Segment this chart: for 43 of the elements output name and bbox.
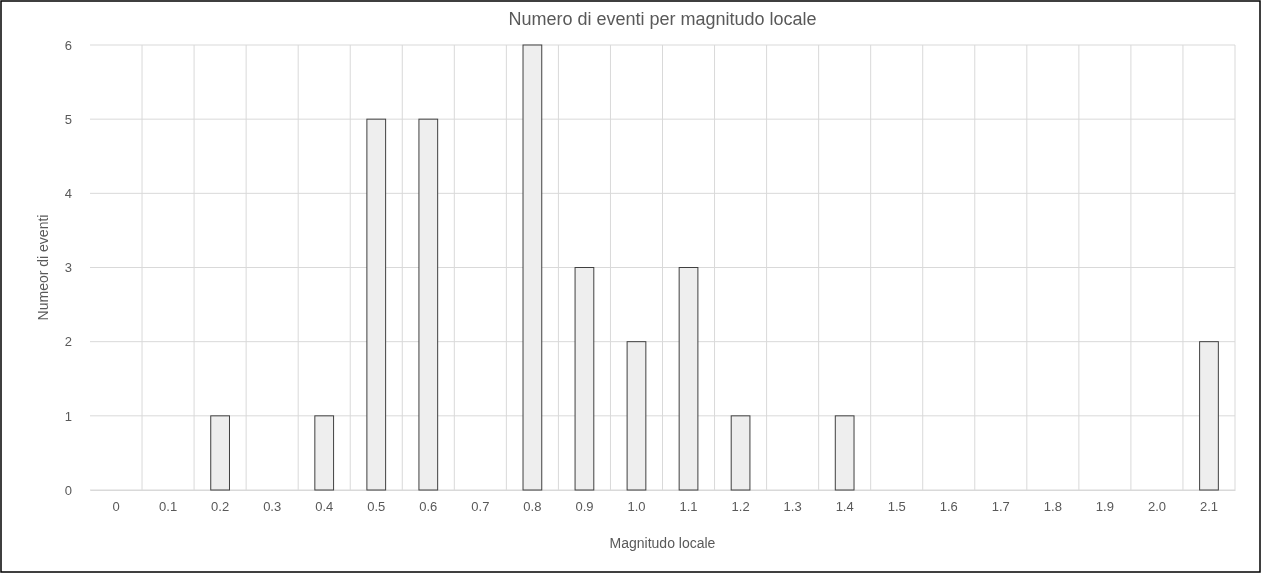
bar (574, 267, 595, 491)
x-tick-label: 1.9 (1095, 499, 1114, 515)
y-tick-label: 5 (64, 111, 72, 127)
chart-title: Numero di eventi per magnitudo locale (508, 9, 817, 29)
y-tick-label: 2 (64, 334, 72, 350)
bar (366, 118, 387, 491)
x-tick-label: 1.6 (939, 499, 958, 515)
x-tick-label: 1.2 (731, 499, 750, 515)
x-tick-label: 0.9 (575, 499, 594, 515)
x-tick-label: 0 (112, 499, 120, 515)
x-tick-label: 1.4 (835, 499, 854, 515)
bar (522, 44, 543, 491)
x-tick-label: 2.1 (1199, 499, 1219, 515)
x-tick-label: 0.1 (159, 499, 178, 515)
bar (314, 415, 335, 491)
bar (678, 267, 699, 491)
bar (1199, 341, 1219, 491)
bar (418, 118, 439, 491)
x-tick-label: 0.8 (523, 499, 542, 515)
x-tick-label: 0.3 (263, 499, 282, 515)
y-tick-label: 3 (64, 260, 72, 276)
bar (626, 341, 647, 491)
y-tick-label: 1 (64, 408, 72, 424)
y-tick-label: 4 (64, 185, 72, 201)
y-tick-label: 0 (64, 482, 72, 498)
x-tick-label: 0.7 (471, 499, 490, 515)
x-tick-label: 1.8 (1043, 499, 1062, 515)
bar (834, 415, 855, 491)
x-tick-label: 1.1 (679, 499, 698, 515)
x-tick-label: 0.2 (211, 499, 230, 515)
x-tick-label: 2.0 (1147, 499, 1166, 515)
y-tick-label: 6 (64, 37, 72, 53)
x-tick-label: 1.0 (627, 499, 646, 515)
x-tick-label: 1.3 (783, 499, 802, 515)
x-tick-label: 0.6 (419, 499, 438, 515)
x-axis-title: Magnitudo locale (609, 535, 716, 551)
x-tick-label: 1.7 (991, 499, 1010, 515)
bar (210, 415, 230, 491)
x-tick-label: 0.5 (367, 499, 386, 515)
y-axis-title: Numeor di eventi (35, 214, 51, 321)
x-tick-label: 1.5 (887, 499, 906, 515)
x-tick-label: 0.4 (315, 499, 334, 515)
bar (730, 415, 751, 491)
